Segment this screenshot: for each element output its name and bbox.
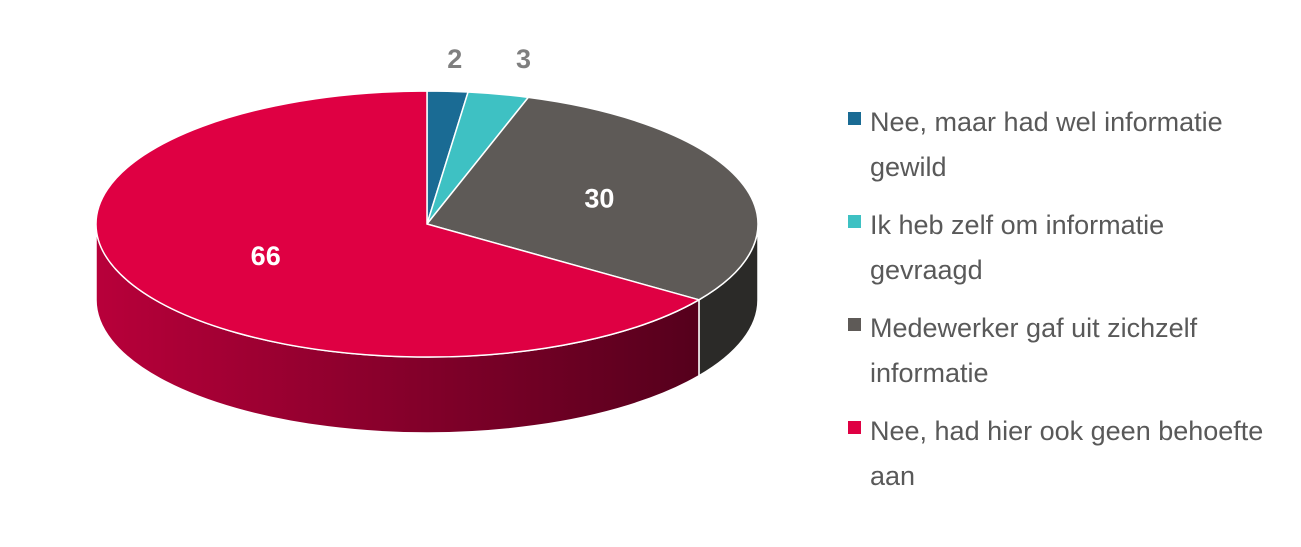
legend-item: Nee, had hier ook geen behoefte aan: [848, 409, 1278, 499]
legend-label: Nee, maar had wel informatie gewild: [870, 107, 1223, 182]
chart: 2 3 30 66: [95, 44, 759, 434]
legend-label: Medewerker gaf uit zichzelf informatie: [870, 313, 1198, 388]
data-label: 66: [251, 241, 281, 271]
legend-item: Nee, maar had wel informatie gewild: [848, 100, 1278, 190]
data-label: 30: [584, 184, 614, 214]
legend-item: Ik heb zelf om informatie gevraagd: [848, 203, 1278, 293]
legend-swatch: [848, 421, 861, 434]
slice: [425, 96, 759, 301]
legend-swatch: [848, 112, 861, 125]
legend-label: Ik heb zelf om informatie gevraagd: [870, 210, 1165, 285]
legend-swatch: [848, 318, 861, 331]
legend-label: Nee, had hier ook geen behoefte aan: [870, 416, 1264, 491]
legend-item: Medewerker gaf uit zichzelf informatie: [848, 306, 1278, 396]
legend-swatch: [848, 215, 861, 228]
slice: [95, 90, 701, 358]
data-label: 3: [516, 44, 531, 74]
data-label: 2: [447, 44, 462, 74]
legend: Nee, maar had wel informatie gewild Ik he…: [848, 100, 1278, 512]
